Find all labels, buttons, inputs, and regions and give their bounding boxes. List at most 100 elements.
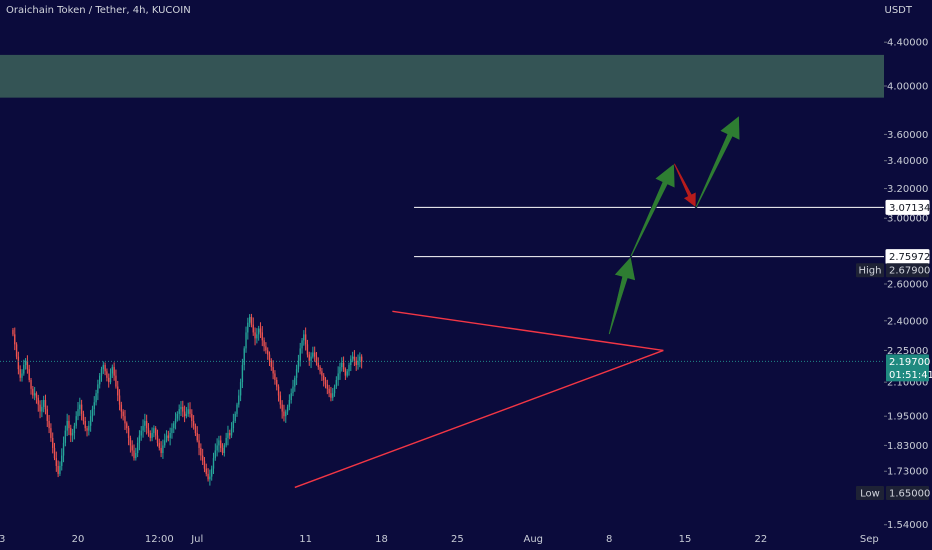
candle-body <box>162 445 164 454</box>
y-tick-label: 2.60000 <box>887 279 928 290</box>
candle-body <box>155 428 157 436</box>
y-tick-label: 3.40000 <box>887 156 928 167</box>
candle-body <box>28 369 30 380</box>
candle-body <box>182 406 184 412</box>
candle-body <box>124 416 126 424</box>
candle-body <box>185 413 188 417</box>
candle-body <box>42 400 45 407</box>
candle-body <box>108 377 110 383</box>
level-price-label: 2.75972 <box>889 252 930 263</box>
candle-body <box>171 428 173 434</box>
candle-body <box>218 440 220 446</box>
y-tick-label: 1.73000 <box>887 467 928 478</box>
candle-body <box>12 329 14 335</box>
x-tick-label: Jul <box>190 534 203 545</box>
candle-body <box>304 334 307 345</box>
candle-body <box>19 369 21 378</box>
candle-body <box>44 400 47 410</box>
candle-body <box>286 406 289 412</box>
candle-body <box>299 348 301 361</box>
candle-body <box>35 393 38 398</box>
candle-body <box>290 393 292 401</box>
candle-body <box>303 334 305 341</box>
current-price-label: 2.19700 <box>889 357 930 368</box>
candle-body <box>279 395 282 405</box>
candle-body <box>55 458 58 466</box>
candle-body <box>176 413 179 419</box>
x-tick-label: 25 <box>451 534 464 545</box>
candle-body <box>200 447 202 456</box>
candle-body <box>257 328 260 335</box>
candle-body <box>342 362 345 370</box>
candle-body <box>37 397 39 405</box>
candle-body <box>313 352 316 357</box>
candle-body <box>268 354 271 361</box>
candle-body <box>360 356 363 362</box>
candle-body <box>272 367 274 374</box>
candle-body <box>328 388 330 394</box>
candle-body <box>281 404 283 412</box>
candle-body <box>64 430 67 443</box>
candle-body <box>250 316 253 325</box>
candle-body <box>252 324 254 333</box>
candle-body <box>344 369 347 376</box>
candle-body <box>167 435 170 438</box>
candle-body <box>144 420 146 426</box>
bar-countdown-label: 01:51:41 <box>889 370 932 381</box>
candle-body <box>147 428 150 434</box>
current-price-badge <box>886 354 929 382</box>
candle-body <box>88 425 90 431</box>
high-price-label: 2.67900 <box>889 266 930 277</box>
candle-body <box>243 348 245 365</box>
candle-body <box>308 354 310 361</box>
candle-body <box>14 334 16 345</box>
high-tag-label: High <box>859 266 882 277</box>
candle-body <box>174 418 177 424</box>
candle-body <box>98 375 101 385</box>
candle-body <box>285 411 287 417</box>
candle-body <box>61 455 63 466</box>
candle-body <box>93 402 95 410</box>
candle-body <box>153 428 155 434</box>
candle-body <box>339 367 341 374</box>
candle-body <box>234 413 236 421</box>
candle-body <box>89 416 92 426</box>
candle-body <box>102 364 104 370</box>
candle-body <box>209 476 211 480</box>
candle-body <box>95 393 97 403</box>
candle-body <box>346 371 348 376</box>
y-tick-label: 3.60000 <box>887 130 928 141</box>
candle-body <box>140 430 142 436</box>
candle-body <box>115 375 117 387</box>
candle-body <box>216 445 218 451</box>
candle-body <box>156 435 159 443</box>
candle-body <box>192 420 195 426</box>
candle-body <box>227 433 229 438</box>
candle-body <box>294 377 296 387</box>
low-tag <box>856 486 884 500</box>
candle-body <box>126 423 128 429</box>
candle-body <box>111 367 114 374</box>
candle-body <box>173 423 175 429</box>
x-tick-label: Aug <box>524 534 544 545</box>
candle-body <box>142 425 144 431</box>
candle-body <box>221 447 224 454</box>
candle-body <box>122 411 124 417</box>
x-tick-label: 12:00 <box>145 534 174 545</box>
candle-body <box>62 442 65 456</box>
candle-body <box>312 352 314 357</box>
candle-body <box>335 379 338 387</box>
candle-body <box>71 433 74 436</box>
candle-body <box>117 386 119 396</box>
candle-body <box>129 437 132 446</box>
candle-body <box>332 393 334 398</box>
candle-body <box>357 360 359 365</box>
low-price-badge <box>886 486 929 500</box>
y-tick-label: 1.95000 <box>887 412 928 423</box>
candle-body <box>230 428 233 436</box>
candle-body <box>52 437 54 448</box>
candle-body <box>353 356 356 361</box>
candle-body <box>319 367 321 372</box>
candle-body <box>225 437 227 446</box>
